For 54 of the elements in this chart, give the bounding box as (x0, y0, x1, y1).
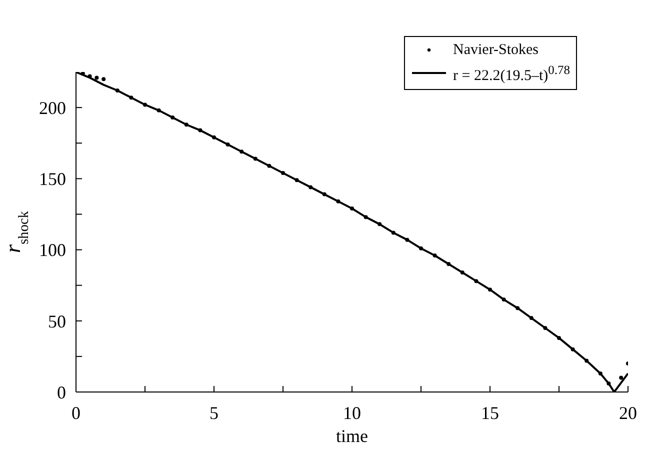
point (308, 185, 313, 190)
x-tick-label: 5 (210, 402, 218, 423)
point (557, 336, 561, 340)
point (281, 170, 285, 175)
point (350, 206, 354, 211)
point (516, 306, 520, 310)
point (378, 222, 382, 226)
point (184, 122, 188, 127)
point (156, 108, 161, 112)
point (226, 142, 230, 147)
point (170, 116, 175, 120)
point (502, 298, 506, 302)
legend-label: Navier-Stokes (453, 41, 539, 60)
point (143, 102, 147, 107)
point (570, 347, 575, 352)
x-tick-label: 20 (619, 402, 637, 423)
point (529, 316, 534, 320)
x-axis-title: time (336, 426, 368, 446)
x-tick-label: 15 (481, 402, 499, 423)
y-tick-label: 50 (48, 311, 66, 332)
point (364, 215, 368, 220)
point (212, 135, 216, 140)
y-tick-label: 0 (57, 382, 66, 402)
point (619, 376, 624, 380)
point (446, 262, 451, 266)
point (543, 326, 548, 330)
point (94, 76, 99, 80)
point (88, 74, 92, 78)
point (584, 358, 589, 363)
x-tick-label: 10 (343, 402, 361, 423)
point (267, 164, 272, 168)
point (432, 253, 437, 258)
point (240, 150, 244, 154)
point (129, 96, 134, 100)
y-tick-label: 150 (39, 169, 66, 190)
point (198, 128, 202, 132)
point (598, 372, 602, 376)
point (102, 77, 106, 82)
point (474, 279, 478, 284)
point (460, 270, 464, 275)
point (405, 238, 410, 242)
point (115, 88, 120, 92)
point (391, 230, 396, 235)
x-tick-label: 0 (72, 402, 80, 423)
point (322, 192, 326, 196)
point (253, 156, 258, 161)
point (606, 381, 611, 386)
point (294, 178, 299, 182)
legend-label: r = 22.2(19.5–t)$^{0.78}$ (453, 62, 570, 86)
y-tick-label: 200 (39, 98, 66, 118)
point (488, 288, 492, 292)
y-tick-label: 100 (39, 240, 66, 260)
point (336, 199, 340, 204)
point (419, 246, 423, 250)
